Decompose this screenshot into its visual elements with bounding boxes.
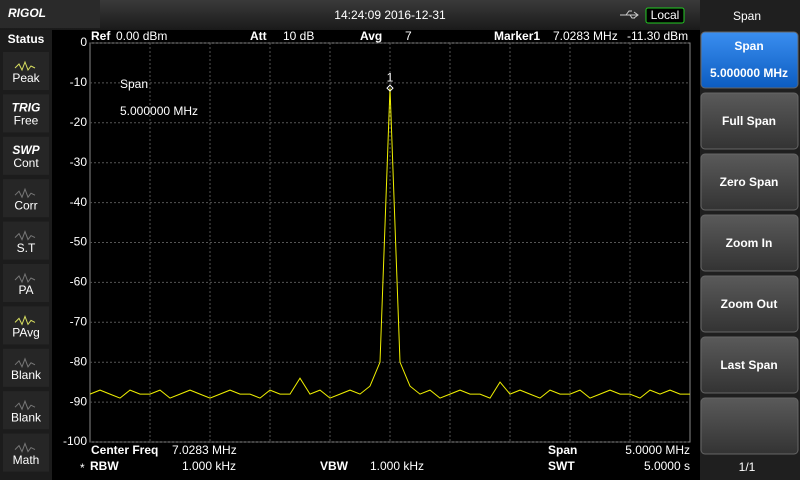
annotation-value: 5.000000 MHz: [120, 104, 198, 118]
status-item: [3, 179, 49, 218]
trace: [89, 88, 690, 399]
y-tick-label: -30: [70, 155, 88, 169]
status-item: [3, 348, 49, 387]
status-item: [3, 306, 49, 345]
status-label: PAvg: [12, 326, 40, 340]
sidebar-title: Status: [8, 32, 45, 46]
bottom-info: VBW: [320, 459, 349, 473]
bottom-info: 5.0000 MHz: [625, 443, 690, 457]
menu-button-label: Zero Span: [720, 175, 779, 189]
bottom-info: Span: [548, 443, 577, 457]
y-tick-label: -60: [70, 275, 88, 289]
status-icon: [14, 357, 36, 369]
bottom-info: SWT: [548, 459, 575, 473]
top-info: 0.00 dBm: [116, 29, 167, 43]
bottom-info: 5.0000 s: [644, 459, 690, 473]
status-label: S.T: [17, 241, 36, 255]
status-label: PA: [18, 283, 33, 297]
top-info: Avg: [360, 29, 382, 43]
status: Local: [651, 8, 680, 22]
top-bar: [0, 0, 700, 30]
status-tag: SWP: [12, 143, 40, 157]
y-tick-label: -50: [70, 235, 88, 249]
top-info: 7.0283 MHz: [553, 29, 618, 43]
status-icon: [14, 230, 36, 241]
status-tag: TRIG: [12, 101, 41, 115]
status-label: Corr: [14, 198, 37, 212]
y-tick-label: -100: [63, 434, 87, 448]
menu-button-label: Last Span: [720, 358, 777, 372]
menu-button[interactable]: [700, 275, 799, 333]
top-info: Marker1: [494, 29, 540, 43]
y-tick-label: -70: [70, 314, 88, 328]
menu-button[interactable]: [700, 336, 799, 394]
status-item: [3, 52, 49, 90]
status-item: [3, 391, 49, 430]
y-tick-label: -40: [70, 195, 88, 209]
menu-button[interactable]: [700, 92, 799, 150]
status-label: Blank: [11, 410, 42, 424]
bottom-star: *: [80, 461, 85, 475]
bottom-info: 7.0283 MHz: [172, 443, 237, 457]
status-label: Blank: [11, 368, 42, 382]
menu-button[interactable]: [700, 153, 799, 211]
y-tick-label: -80: [70, 354, 88, 368]
status-icon: [14, 60, 36, 72]
top-info: 7: [405, 29, 412, 43]
datetime: 14:24:09 2016-12-31: [334, 8, 446, 22]
top-info: Ref: [91, 29, 111, 43]
top-info: 10 dB: [283, 29, 314, 43]
menu-button-label: Full Span: [722, 114, 776, 128]
y-tick-label: -20: [70, 115, 88, 129]
status-label: Math: [13, 453, 40, 467]
menu-button-value: 5.000000 MHz: [710, 66, 788, 80]
status-icon: [14, 442, 36, 453]
bottom-info: Center Freq: [91, 443, 158, 457]
y-tick-label: 0: [80, 35, 87, 49]
status-icon: [14, 272, 36, 284]
status-icon: [14, 187, 36, 199]
annotation-title: Span: [120, 77, 148, 91]
bottom-info: RBW: [90, 459, 119, 473]
status-box: [645, 7, 685, 24]
status-icon: [14, 399, 36, 411]
y-tick-label: -90: [70, 394, 88, 408]
bottom-info: 1.000 kHz: [182, 459, 236, 473]
menu-button[interactable]: [700, 31, 799, 89]
status-label: Free: [14, 114, 39, 128]
status-label: Cont: [13, 156, 39, 170]
menu-button-label: Span: [734, 39, 763, 53]
menu-button-empty: [700, 397, 799, 455]
marker-diamond: [386, 84, 394, 92]
menu-button-label: Zoom Out: [721, 297, 778, 311]
menu-page: 1/1: [739, 460, 756, 474]
status-item: [3, 136, 49, 175]
logo: RIGOL: [8, 6, 46, 20]
status-item: [3, 94, 49, 133]
marker-label: 1: [387, 70, 394, 84]
status-item: [3, 221, 49, 260]
status-icon: [14, 314, 36, 326]
menu-button-label: Zoom In: [726, 236, 773, 250]
status-label: Peak: [12, 71, 40, 85]
top-info: Att: [250, 29, 267, 43]
bottom-info: 1.000 kHz: [370, 459, 424, 473]
status-item: [3, 433, 49, 472]
top-info: -11.30 dBm: [627, 29, 688, 43]
logo-box: [0, 0, 100, 28]
menu-title: Span: [733, 9, 761, 23]
status-item: [3, 264, 49, 302]
usb-icon: [620, 10, 639, 19]
y-tick-label: -10: [70, 75, 88, 89]
menu-button[interactable]: [700, 214, 799, 272]
